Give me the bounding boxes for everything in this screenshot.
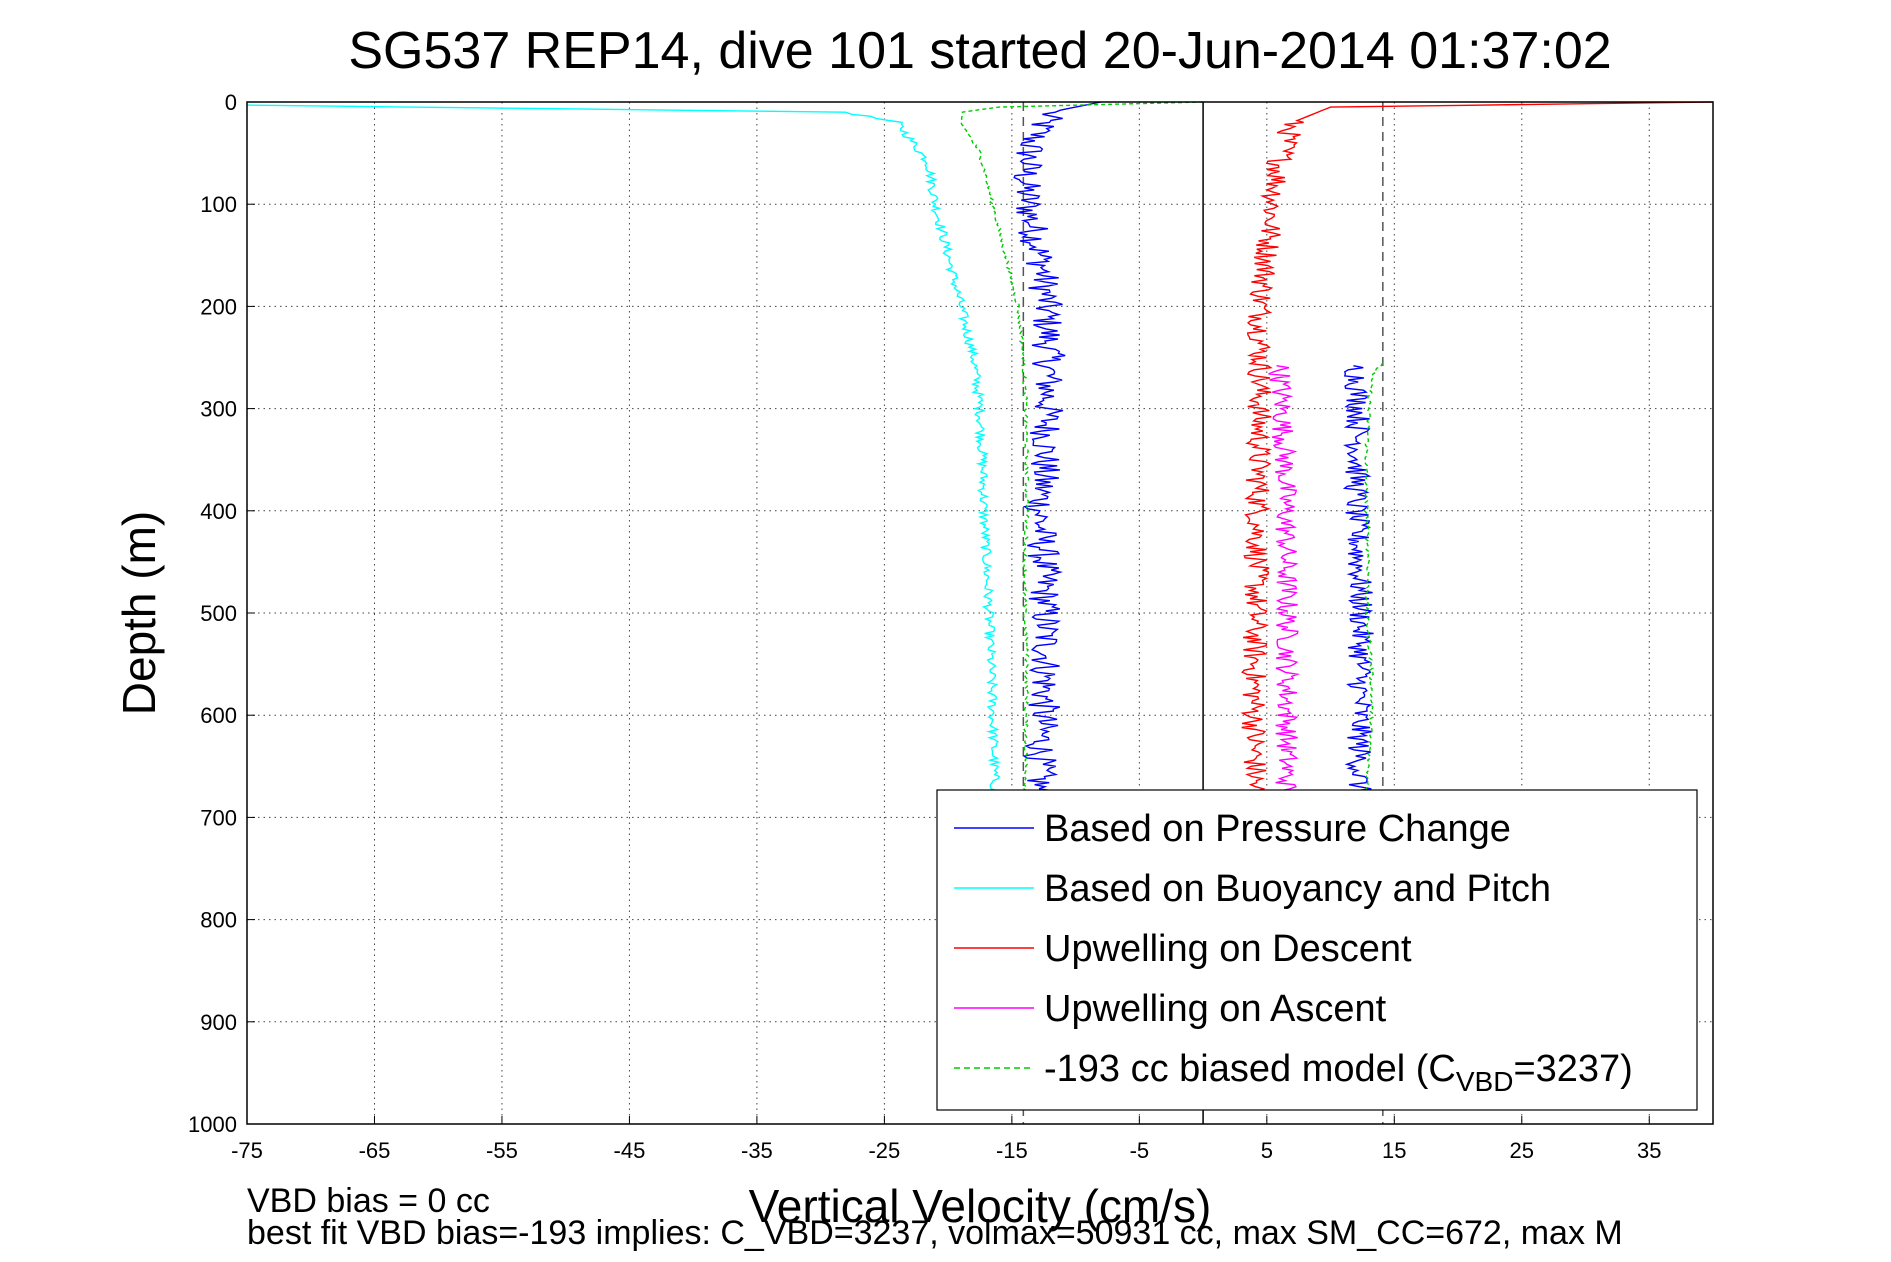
chart-title: SG537 REP14, dive 101 started 20-Jun-201… xyxy=(348,22,1611,80)
x-tick-label: 25 xyxy=(1510,1138,1534,1163)
series-line xyxy=(1240,101,1714,808)
y-tick-label: 200 xyxy=(200,294,237,319)
x-tick-label: -25 xyxy=(868,1138,900,1163)
x-tick-label: -45 xyxy=(614,1138,646,1163)
series-line xyxy=(246,104,1002,808)
y-tick-label: 900 xyxy=(200,1010,237,1035)
legend-label: Upwelling on Descent xyxy=(1044,928,1412,970)
legend-box xyxy=(936,789,1698,1111)
y-tick-label: 1000 xyxy=(188,1112,237,1137)
series-line xyxy=(960,101,1204,808)
y-tick-label: 500 xyxy=(200,601,237,626)
series-line xyxy=(1342,365,1374,808)
x-tick-label: 5 xyxy=(1261,1138,1273,1163)
legend-label: Based on Pressure Change xyxy=(1044,808,1511,850)
y-tick-label: 0 xyxy=(225,90,237,115)
y-tick-label: 700 xyxy=(200,805,237,830)
annotation-vbd-bias: VBD bias = 0 cc xyxy=(247,1182,490,1220)
series-line xyxy=(1268,365,1301,808)
axis-ticks: -75 -65 -55 -45 -35 -25 -15 -5 5 15 25 350100200300… xyxy=(188,90,1661,1163)
y-tick-label: 600 xyxy=(200,703,237,728)
x-tick-label: -55 xyxy=(486,1138,518,1163)
x-tick-label: -5 xyxy=(1130,1138,1150,1163)
legend-label: -193 cc biased model (CVBD=3237) xyxy=(1044,1048,1633,1097)
x-tick-label: -75 xyxy=(231,1138,263,1163)
x-tick-label: 15 xyxy=(1382,1138,1406,1163)
y-tick-label: 800 xyxy=(200,908,237,933)
x-axis-label: Vertical Velocity (cm/s) xyxy=(749,1180,1212,1232)
x-tick-label: -35 xyxy=(741,1138,773,1163)
annotation-best-fit: best fit VBD bias=-193 implies: C_VBD=32… xyxy=(247,1214,1623,1252)
y-tick-label: 300 xyxy=(200,397,237,422)
x-tick-label: -15 xyxy=(996,1138,1028,1163)
y-tick-label: 100 xyxy=(200,192,237,217)
x-tick-label: 35 xyxy=(1637,1138,1661,1163)
legend-label: Upwelling on Ascent xyxy=(1044,988,1387,1030)
y-axis-label: Depth (m) xyxy=(113,511,165,715)
x-tick-label: -65 xyxy=(359,1138,391,1163)
series-group xyxy=(246,101,1714,808)
legend: Based on Pressure Change Based on Buoyanc… xyxy=(936,789,1698,1111)
y-tick-label: 400 xyxy=(200,499,237,524)
series-line xyxy=(1013,101,1102,808)
legend-label: Based on Buoyancy and Pitch xyxy=(1044,868,1551,910)
